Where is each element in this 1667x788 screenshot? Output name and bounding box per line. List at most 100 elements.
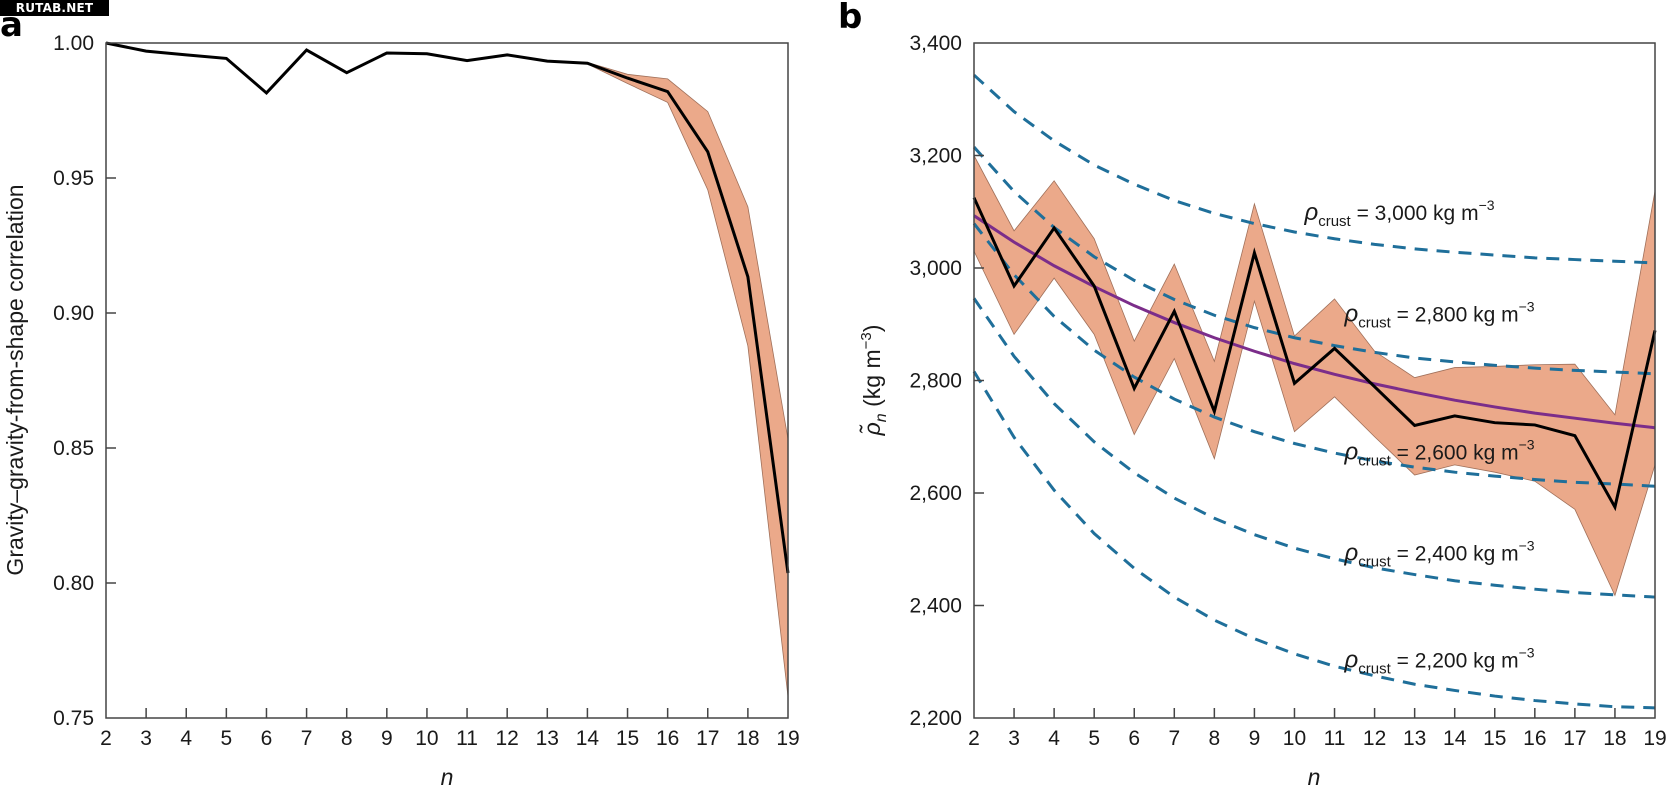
- panel-b-y-tick-label: 2,600: [909, 482, 962, 505]
- panel-a-x-tick-label: 11: [456, 727, 478, 750]
- panel-a-uncertainty-band: [105, 42, 789, 697]
- panel-b-x-tick-label: 18: [1603, 727, 1626, 750]
- panel-b-y-tick-label: 3,200: [909, 145, 962, 168]
- ylabel-exponent: −3: [858, 332, 875, 349]
- panel-a-y-tick-label: 1.00: [53, 32, 94, 55]
- reference-label-3000: ρcrust = 3,000 kg m−3: [1303, 197, 1494, 230]
- panel-b-y-tick-label: 2,200: [909, 707, 962, 730]
- panel-b-y-tick-label: 2,400: [909, 595, 962, 618]
- panel-b-y-tick-label: 3,400: [909, 32, 962, 55]
- reference-curve-2200: [972, 370, 1656, 710]
- reference-curve-2600: [972, 222, 1656, 488]
- panel-a-y-tick-label: 0.75: [53, 707, 94, 730]
- panel-b-x-tick-label: 3: [1008, 727, 1020, 750]
- panel-b-ticks: 2 3 4 5 6 7 8 9 10 11 12 13 14 15 16 17 18 19 2,200 2,400 2,…: [909, 32, 1666, 750]
- reference-label-2600: ρcrust = 2,600 kg m−3: [1344, 436, 1535, 469]
- rho-symbol: ρ: [1344, 300, 1359, 327]
- panel-a-y-tick-label: 0.95: [53, 167, 94, 190]
- panel-a-x-tick-label: 7: [301, 727, 313, 750]
- panel-a-x-tick-label: 18: [736, 727, 759, 750]
- panel-a: a 2 3 4 5 6 7 8 9 10 11 12 13 14 15 16 17 18 19 0.75 0.80 0.…: [0, 5, 800, 788]
- panel-a-x-tick-label: 2: [100, 727, 112, 750]
- panel-b-x-tick-label: 15: [1483, 727, 1506, 750]
- reference-label-2400: ρcrust = 2,400 kg m−3: [1344, 538, 1535, 571]
- rho-symbol: ρ: [1344, 540, 1359, 567]
- reference-curve-2400: [972, 297, 1656, 599]
- panel-a-x-tick-label: 8: [341, 727, 353, 750]
- ylabel-unit: (kg m: [859, 349, 885, 413]
- crust-subscript: crust: [1358, 554, 1391, 571]
- panel-a-series-correlation: [105, 41, 790, 574]
- panel-a-x-tick-label: 9: [381, 727, 393, 750]
- panel-a-x-tick-label: 12: [495, 727, 518, 750]
- panel-b-y-tick-label: 2,800: [909, 370, 962, 393]
- density-value: = 3,000 kg m: [1351, 202, 1479, 225]
- panel-a-x-axis-title: n: [441, 764, 454, 788]
- ylabel-close: ): [859, 325, 885, 333]
- reference-label-2200: ρcrust = 2,200 kg m−3: [1344, 644, 1535, 677]
- crust-subscript: crust: [1358, 452, 1391, 469]
- panel-a-y-tick-label: 0.85: [53, 437, 94, 460]
- density-value: = 2,600 kg m: [1391, 441, 1519, 464]
- panel-b-x-tick-label: 19: [1643, 727, 1666, 750]
- panel-a-y-tick-label: 0.80: [53, 572, 94, 595]
- panel-b-x-tick-label: 9: [1249, 727, 1261, 750]
- rho-symbol: ρ: [1303, 199, 1318, 226]
- panel-a-x-tick-label: 19: [776, 727, 799, 750]
- panel-a-y-axis-title: Gravity–gravity-from-shape correlation: [2, 184, 28, 575]
- panel-a-y-tick-label: 0.90: [53, 302, 94, 325]
- panel-b-x-tick-label: 6: [1128, 727, 1140, 750]
- panel-b-x-tick-label: 14: [1443, 727, 1467, 750]
- unit-exponent: −3: [1519, 538, 1535, 554]
- panel-b-x-axis-title: n: [1308, 764, 1321, 788]
- panel-b-x-tick-label: 16: [1523, 727, 1546, 750]
- panel-a-ticks: 2 3 4 5 6 7 8 9 10 11 12 13 14 15 16 17 18 19 0.75 0.80 0.85…: [53, 32, 800, 750]
- panel-b-x-tick-label: 17: [1563, 727, 1586, 750]
- panel-b-x-tick-label: 7: [1168, 727, 1180, 750]
- panel-b-x-tick-label: 12: [1363, 727, 1386, 750]
- reference-label-2800: ρcrust = 2,800 kg m−3: [1344, 298, 1535, 331]
- panel-b-x-tick-label: 10: [1283, 727, 1306, 750]
- unit-exponent: −3: [1519, 436, 1535, 452]
- panel-a-x-tick-label: 14: [576, 727, 600, 750]
- unit-exponent: −3: [1519, 298, 1535, 314]
- crust-subscript: crust: [1358, 314, 1391, 331]
- panel-b-series-fit: [973, 214, 1656, 430]
- panel-a-x-tick-label: 10: [415, 727, 438, 750]
- panel-a-x-tick-label: 17: [696, 727, 719, 750]
- panel-b-x-tick-label: 13: [1403, 727, 1426, 750]
- panel-a-x-tick-label: 4: [180, 727, 192, 750]
- panel-b-reference-curves: [972, 73, 1656, 710]
- panel-a-x-tick-label: 3: [140, 727, 152, 750]
- panel-a-axes: [105, 42, 789, 719]
- panel-b-x-tick-label: 11: [1324, 727, 1346, 750]
- rho-symbol: ρ: [1344, 646, 1359, 673]
- panel-a-x-tick-label: 6: [261, 727, 273, 750]
- rho-symbol: ρ: [1344, 438, 1359, 465]
- panel-a-letter: a: [0, 5, 23, 45]
- panel-a-lines-group: [105, 41, 790, 574]
- panel-b-lines-group: [972, 197, 1657, 512]
- panel-b-x-tick-label: 5: [1088, 727, 1100, 750]
- density-value: = 2,200 kg m: [1391, 649, 1519, 672]
- panel-b-letter: b: [838, 0, 862, 37]
- density-value: = 2,800 kg m: [1391, 303, 1519, 326]
- panel-a-band-group: [105, 42, 789, 697]
- panel-b-y-axis-title: ρ̃n (kg m−3): [858, 325, 890, 437]
- panel-a-x-tick-label: 16: [656, 727, 679, 750]
- reference-curve-3000: [972, 73, 1656, 265]
- density-value: = 2,400 kg m: [1391, 543, 1519, 566]
- unit-exponent: −3: [1519, 644, 1535, 660]
- panel-b-x-tick-label: 8: [1209, 727, 1221, 750]
- panel-b-y-tick-label: 3,000: [909, 257, 962, 280]
- panel-b-x-tick-label: 4: [1048, 727, 1060, 750]
- panel-a-x-tick-label: 15: [616, 727, 639, 750]
- watermark: RUTAB.NET: [0, 0, 109, 16]
- panel-a-x-tick-label: 5: [221, 727, 233, 750]
- crust-subscript: crust: [1318, 213, 1351, 230]
- unit-exponent: −3: [1479, 197, 1495, 213]
- panel-b-x-tick-label: 2: [968, 727, 980, 750]
